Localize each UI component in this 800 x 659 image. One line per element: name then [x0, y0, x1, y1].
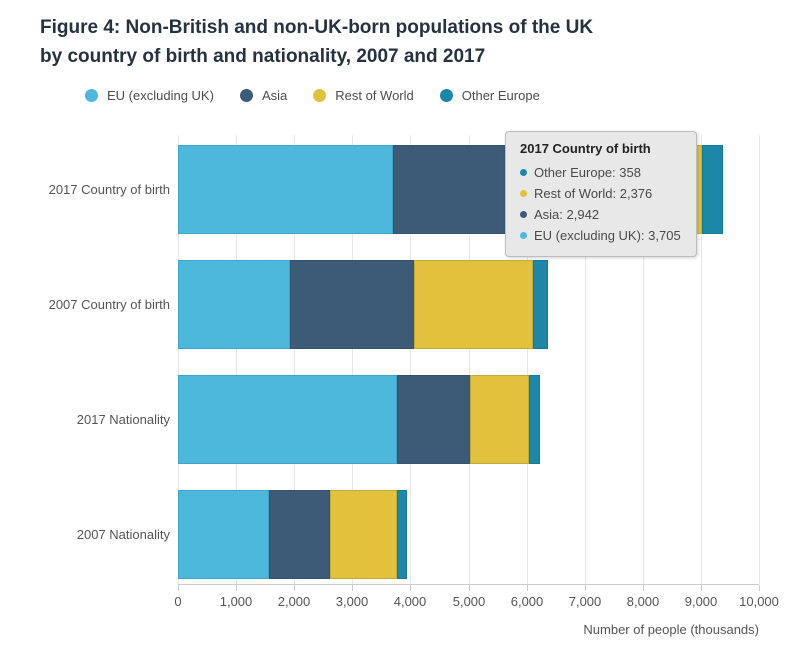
- axis-tick: [236, 585, 237, 591]
- bar-2007-country-of-birth: [178, 260, 549, 349]
- gridline: [643, 135, 644, 584]
- chart-title-line1: Figure 4: Non-British and non-UK-born po…: [40, 17, 594, 38]
- bar-segment-asia[interactable]: [290, 260, 414, 349]
- legend-item-label: EU (excluding UK): [107, 88, 214, 103]
- x-tick-label: 2,000: [277, 594, 311, 609]
- tooltip-item-text: Rest of World: 2,376: [534, 186, 653, 201]
- x-tick-label: 1,000: [219, 594, 253, 609]
- tooltip-item-asia: Asia: 2,942: [520, 204, 686, 225]
- bar-segment-rest-of-world[interactable]: [330, 490, 398, 579]
- category-label-2017-nationality: 2017 Nationality: [76, 412, 170, 427]
- chart-title: Figure 4: Non-British and non-UK-born po…: [40, 13, 593, 71]
- tooltip-bullet-icon: [520, 211, 527, 218]
- legend-item-label: Rest of World: [335, 88, 414, 103]
- legend-item-rest-of-world[interactable]: Rest of World: [313, 88, 414, 103]
- legend: EU (excluding UK) Asia Rest of World Other …: [85, 88, 540, 103]
- tooltip-title: 2017 Country of birth: [520, 141, 651, 156]
- axis-tick: [410, 585, 411, 591]
- bar-segment-eu-excluding-uk[interactable]: [178, 490, 269, 579]
- category-label-2017-country-of-birth: 2017 Country of birth: [48, 182, 170, 197]
- axis-tick: [294, 585, 295, 591]
- x-tick-label: 7,000: [568, 594, 602, 609]
- axis-tick: [701, 585, 702, 591]
- gridline: [410, 135, 411, 584]
- gridline: [585, 135, 586, 584]
- bar-2007-nationality: [178, 490, 407, 579]
- gridline: [236, 135, 237, 584]
- tooltip-item-eu-excluding-uk: EU (excluding UK): 3,705: [520, 225, 686, 246]
- bar-segment-eu-excluding-uk[interactable]: [178, 145, 394, 234]
- tooltip-item-text: EU (excluding UK): 3,705: [534, 228, 681, 243]
- legend-item-asia[interactable]: Asia: [239, 88, 288, 103]
- x-tick-label: 8,000: [626, 594, 660, 609]
- bar-segment-asia[interactable]: [397, 375, 470, 464]
- bar-segment-other-europe[interactable]: [528, 375, 540, 464]
- bar-segment-eu-excluding-uk[interactable]: [178, 260, 291, 349]
- x-tick-label: 9,000: [684, 594, 718, 609]
- legend-dot-icon: [85, 89, 98, 102]
- tooltip: 2017 Country of birth Other Europe: 358 R…: [505, 131, 697, 257]
- x-axis-line: [178, 584, 759, 585]
- bar-segment-rest-of-world[interactable]: [469, 375, 529, 464]
- legend-dot-icon: [313, 89, 327, 102]
- tooltip-bullet-icon: [520, 232, 527, 239]
- gridline: [527, 135, 528, 584]
- axis-tick: [352, 585, 353, 591]
- x-tick-label: 4,000: [393, 594, 427, 609]
- tooltip-items: Other Europe: 358 Rest of World: 2,376 Asi…: [520, 162, 686, 246]
- x-tick-label: 10,000: [739, 594, 779, 609]
- category-label-2007-nationality: 2007 Nationality: [76, 527, 170, 542]
- bar-segment-other-europe[interactable]: [532, 260, 549, 349]
- tooltip-bullet-icon: [520, 169, 527, 176]
- axis-tick: [469, 585, 470, 591]
- bar-2017-nationality: [178, 375, 540, 464]
- bar-segment-eu-excluding-uk[interactable]: [178, 375, 398, 464]
- bar-segment-other-europe[interactable]: [702, 145, 723, 234]
- chart-title-line2: by country of birth and nationality, 200…: [40, 46, 486, 67]
- bar-segment-asia[interactable]: [268, 490, 331, 579]
- bar-segment-other-europe[interactable]: [397, 490, 407, 579]
- axis-tick: [527, 585, 528, 591]
- legend-item-other-europe[interactable]: Other Europe: [439, 88, 540, 103]
- x-tick-label: 3,000: [335, 594, 369, 609]
- x-tick-label: 5,000: [452, 594, 486, 609]
- gridline: [352, 135, 353, 584]
- category-label-2007-country-of-birth: 2007 Country of birth: [48, 297, 170, 312]
- tooltip-bullet-icon: [520, 190, 527, 197]
- gridline: [701, 135, 702, 584]
- legend-item-label: Other Europe: [461, 88, 540, 103]
- gridline: [178, 135, 179, 584]
- legend-dot-icon: [239, 89, 253, 102]
- axis-tick: [759, 585, 760, 591]
- tooltip-item-rest-of-world: Rest of World: 2,376: [520, 183, 686, 204]
- gridline: [469, 135, 470, 584]
- x-tick-label: 0: [174, 594, 182, 609]
- tooltip-item-text: Other Europe: 358: [534, 165, 641, 180]
- bar-segment-rest-of-world[interactable]: [413, 260, 533, 349]
- axis-tick: [585, 585, 586, 591]
- tooltip-item-text: Asia: 2,942: [534, 207, 600, 222]
- gridline: [759, 135, 760, 584]
- legend-item-label: Asia: [261, 88, 288, 103]
- legend-item-eu-excluding-uk[interactable]: EU (excluding UK): [85, 88, 214, 103]
- x-tick-label: 6,000: [510, 594, 544, 609]
- x-axis-title: Number of people (thousands): [583, 622, 759, 637]
- tooltip-item-other-europe: Other Europe: 358: [520, 162, 686, 183]
- axis-tick: [178, 585, 179, 591]
- legend-dot-icon: [439, 89, 453, 102]
- gridline: [294, 135, 295, 584]
- axis-tick: [643, 585, 644, 591]
